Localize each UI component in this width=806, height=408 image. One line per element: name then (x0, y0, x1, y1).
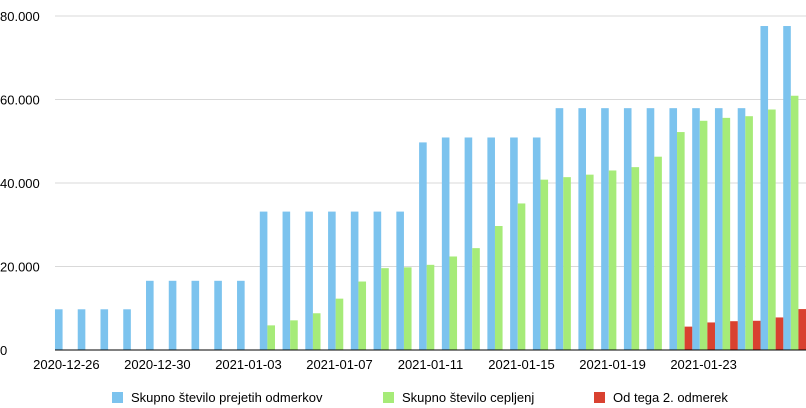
bar-1 (578, 108, 587, 351)
bar-1 (669, 108, 678, 351)
bar-1 (532, 137, 541, 350)
bar-1 (237, 280, 245, 350)
legend-label: Skupno število prejetih odmerkov (131, 390, 323, 405)
bar-1 (783, 26, 791, 351)
bar-1 (692, 108, 700, 351)
bar-1 (510, 137, 518, 350)
bar-2 (290, 320, 298, 350)
legend-swatch (594, 392, 605, 403)
bar-1 (737, 108, 746, 351)
bar-1 (350, 211, 359, 350)
x-tick-label: 2020-12-26 (33, 357, 100, 372)
y-tick-label: 60.000 (0, 93, 40, 108)
bar-2 (335, 298, 344, 350)
bar-2 (449, 256, 458, 350)
bar-1 (601, 108, 609, 351)
bar-1 (441, 137, 450, 350)
bar-2 (654, 156, 662, 350)
bar-3 (707, 322, 715, 350)
x-tick-label: 2021-01-03 (215, 357, 282, 372)
bar-2 (381, 268, 389, 350)
y-tick-label: 40.000 (0, 176, 40, 191)
x-axis-ticks: 2020-12-26 2020-12-30 2021-01-03 2021-01-07… (33, 357, 737, 372)
x-tick-label: 2021-01-23 (670, 357, 737, 372)
bar-2 (677, 132, 685, 350)
legend: Skupno število prejetih odmerkov Skupno š… (112, 390, 728, 405)
bar-2 (631, 167, 640, 350)
bar-1 (77, 309, 86, 350)
x-tick-label: 2021-01-15 (488, 357, 555, 372)
legend-label: Skupno število cepljenj (402, 390, 534, 405)
bar-1 (623, 108, 632, 351)
bar-2 (403, 267, 412, 350)
bar-1 (464, 137, 473, 350)
legend-label: Od tega 2. odmerek (613, 390, 728, 405)
legend-swatch (383, 392, 394, 403)
bar-3 (752, 320, 761, 350)
bar-1 (54, 309, 63, 350)
bar-2 (563, 177, 571, 350)
bar-1 (168, 280, 177, 350)
x-tick-label: 2020-12-30 (124, 357, 191, 372)
bar-3 (684, 326, 693, 350)
bar-1 (646, 108, 655, 351)
bar-2 (540, 179, 549, 350)
bar-2 (790, 95, 799, 351)
bar-1 (259, 211, 268, 350)
bar-2 (312, 313, 321, 350)
bar-2 (426, 264, 435, 350)
bar-1 (419, 142, 427, 350)
x-tick-label: 2021-01-11 (398, 357, 464, 372)
bar-1 (214, 280, 222, 350)
y-tick-label: 80.000 (0, 9, 40, 24)
bar-2 (699, 120, 708, 350)
bar-1 (123, 309, 131, 350)
bar-1 (373, 211, 382, 350)
bar-2 (745, 116, 753, 350)
bar-3 (730, 321, 738, 350)
bar-2 (494, 226, 503, 350)
bar-3 (775, 317, 784, 350)
y-axis-ticks: 0 20.000 40.000 60.000 80.000 (0, 9, 40, 358)
bar-1 (328, 211, 336, 350)
bar-1 (714, 108, 723, 351)
y-tick-label: 20.000 (0, 260, 40, 275)
bar-1 (191, 280, 200, 350)
x-tick-label: 2021-01-19 (579, 357, 646, 372)
bar-1 (305, 211, 313, 350)
y-tick-label: 0 (0, 343, 7, 358)
bar-2 (586, 174, 594, 350)
bar-2 (768, 109, 776, 351)
bar-1 (760, 26, 769, 351)
bar-1 (487, 137, 495, 350)
bar-2 (722, 117, 731, 351)
bar-1 (146, 280, 154, 350)
bar-1 (396, 211, 404, 350)
bar-3 (798, 309, 806, 350)
bar-2 (267, 325, 275, 350)
bar-2 (472, 248, 480, 350)
bar-1 (100, 309, 109, 350)
bar-2 (608, 170, 617, 350)
bar-2 (358, 281, 367, 350)
bar-1 (555, 108, 564, 351)
bar-1 (282, 211, 291, 350)
x-tick-label: 2021-01-07 (306, 357, 373, 372)
bar-2 (517, 203, 526, 350)
bars (54, 26, 806, 351)
legend-swatch (112, 392, 123, 403)
